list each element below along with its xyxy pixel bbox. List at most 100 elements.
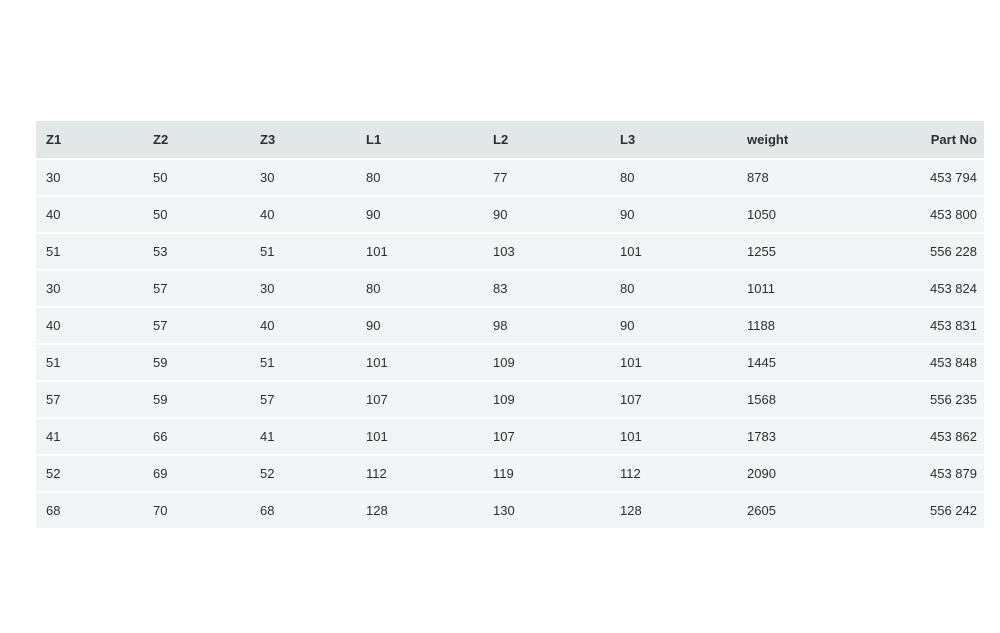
table-cell: 90: [356, 308, 483, 343]
table-cell: 30: [250, 271, 356, 306]
column-header-z2: Z2: [143, 121, 250, 158]
table-cell: 1011: [737, 271, 857, 306]
table-cell: 30: [36, 271, 143, 306]
table-cell: 41: [250, 419, 356, 454]
table-cell: 1568: [737, 382, 857, 417]
table-row: 51 59 51 101 109 101 1445 453 848: [36, 345, 984, 380]
table-cell: 51: [250, 345, 356, 380]
table-cell: 1445: [737, 345, 857, 380]
table-cell: 101: [356, 345, 483, 380]
table-cell: 68: [36, 493, 143, 528]
column-header-l2: L2: [483, 121, 610, 158]
table-cell: 80: [610, 160, 737, 195]
table-cell: 30: [250, 160, 356, 195]
table-cell: 53: [143, 234, 250, 269]
table-cell: 90: [610, 197, 737, 232]
table-cell: 107: [610, 382, 737, 417]
table-cell: 69: [143, 456, 250, 491]
table-cell: 59: [143, 382, 250, 417]
table-cell: 1255: [737, 234, 857, 269]
table-cell: 128: [356, 493, 483, 528]
table-cell: 57: [143, 271, 250, 306]
table-cell: 112: [610, 456, 737, 491]
column-header-l3: L3: [610, 121, 737, 158]
table-cell: 70: [143, 493, 250, 528]
table-row: 52 69 52 112 119 112 2090 453 879: [36, 456, 984, 491]
column-header-part-no: Part No: [857, 121, 984, 158]
table-cell: 101: [610, 419, 737, 454]
table-body: 30 50 30 80 77 80 878 453 794 40 50 40 90 90 90 1050 45…: [36, 160, 984, 528]
table-cell: 30: [36, 160, 143, 195]
table-cell: 112: [356, 456, 483, 491]
table-row: 68 70 68 128 130 128 2605 556 242: [36, 493, 984, 528]
table-cell: 57: [36, 382, 143, 417]
table-cell: 90: [356, 197, 483, 232]
column-header-z1: Z1: [36, 121, 143, 158]
table-cell: 68: [250, 493, 356, 528]
table-cell: 453 794: [857, 160, 984, 195]
table-cell: 52: [250, 456, 356, 491]
table-cell: 40: [36, 197, 143, 232]
table-cell: 453 862: [857, 419, 984, 454]
header-row: Z1 Z2 Z3 L1 L2 L3 weight Part No: [36, 121, 984, 158]
table-cell: 59: [143, 345, 250, 380]
table-cell: 101: [610, 234, 737, 269]
table-row: 30 50 30 80 77 80 878 453 794: [36, 160, 984, 195]
table-cell: 107: [356, 382, 483, 417]
table-cell: 453 848: [857, 345, 984, 380]
table-cell: 1188: [737, 308, 857, 343]
table-cell: 101: [356, 234, 483, 269]
table-cell: 556 228: [857, 234, 984, 269]
table-cell: 128: [610, 493, 737, 528]
table-cell: 2605: [737, 493, 857, 528]
table-cell: 1050: [737, 197, 857, 232]
table-cell: 66: [143, 419, 250, 454]
column-header-l1: L1: [356, 121, 483, 158]
table-cell: 77: [483, 160, 610, 195]
table-cell: 109: [483, 382, 610, 417]
parts-table: Z1 Z2 Z3 L1 L2 L3 weight Part No 30 50 30 80 77 80 87…: [36, 119, 984, 530]
table-cell: 40: [250, 197, 356, 232]
table-cell: 83: [483, 271, 610, 306]
table-cell: 40: [250, 308, 356, 343]
table-cell: 50: [143, 197, 250, 232]
table-cell: 101: [610, 345, 737, 380]
table-cell: 130: [483, 493, 610, 528]
table-row: 41 66 41 101 107 101 1783 453 862: [36, 419, 984, 454]
table-cell: 57: [250, 382, 356, 417]
table-cell: 80: [610, 271, 737, 306]
table-cell: 453 831: [857, 308, 984, 343]
table-cell: 453 800: [857, 197, 984, 232]
table-cell: 98: [483, 308, 610, 343]
column-header-z3: Z3: [250, 121, 356, 158]
table-cell: 2090: [737, 456, 857, 491]
table-row: 51 53 51 101 103 101 1255 556 228: [36, 234, 984, 269]
table-cell: 453 879: [857, 456, 984, 491]
table-cell: 101: [356, 419, 483, 454]
table-cell: 878: [737, 160, 857, 195]
table-cell: 80: [356, 160, 483, 195]
column-header-weight: weight: [737, 121, 857, 158]
table-cell: 453 824: [857, 271, 984, 306]
table-cell: 109: [483, 345, 610, 380]
table-cell: 51: [250, 234, 356, 269]
table-cell: 1783: [737, 419, 857, 454]
table-row: 30 57 30 80 83 80 1011 453 824: [36, 271, 984, 306]
table-cell: 57: [143, 308, 250, 343]
parts-table-container: Z1 Z2 Z3 L1 L2 L3 weight Part No 30 50 30 80 77 80 87…: [36, 119, 984, 530]
table-cell: 41: [36, 419, 143, 454]
table-cell: 556 235: [857, 382, 984, 417]
table-cell: 52: [36, 456, 143, 491]
table-row: 57 59 57 107 109 107 1568 556 235: [36, 382, 984, 417]
table-cell: 51: [36, 345, 143, 380]
table-cell: 90: [483, 197, 610, 232]
table-cell: 80: [356, 271, 483, 306]
table-row: 40 50 40 90 90 90 1050 453 800: [36, 197, 984, 232]
table-cell: 119: [483, 456, 610, 491]
table-cell: 51: [36, 234, 143, 269]
table-header: Z1 Z2 Z3 L1 L2 L3 weight Part No: [36, 121, 984, 158]
table-cell: 40: [36, 308, 143, 343]
table-row: 40 57 40 90 98 90 1188 453 831: [36, 308, 984, 343]
table-cell: 107: [483, 419, 610, 454]
